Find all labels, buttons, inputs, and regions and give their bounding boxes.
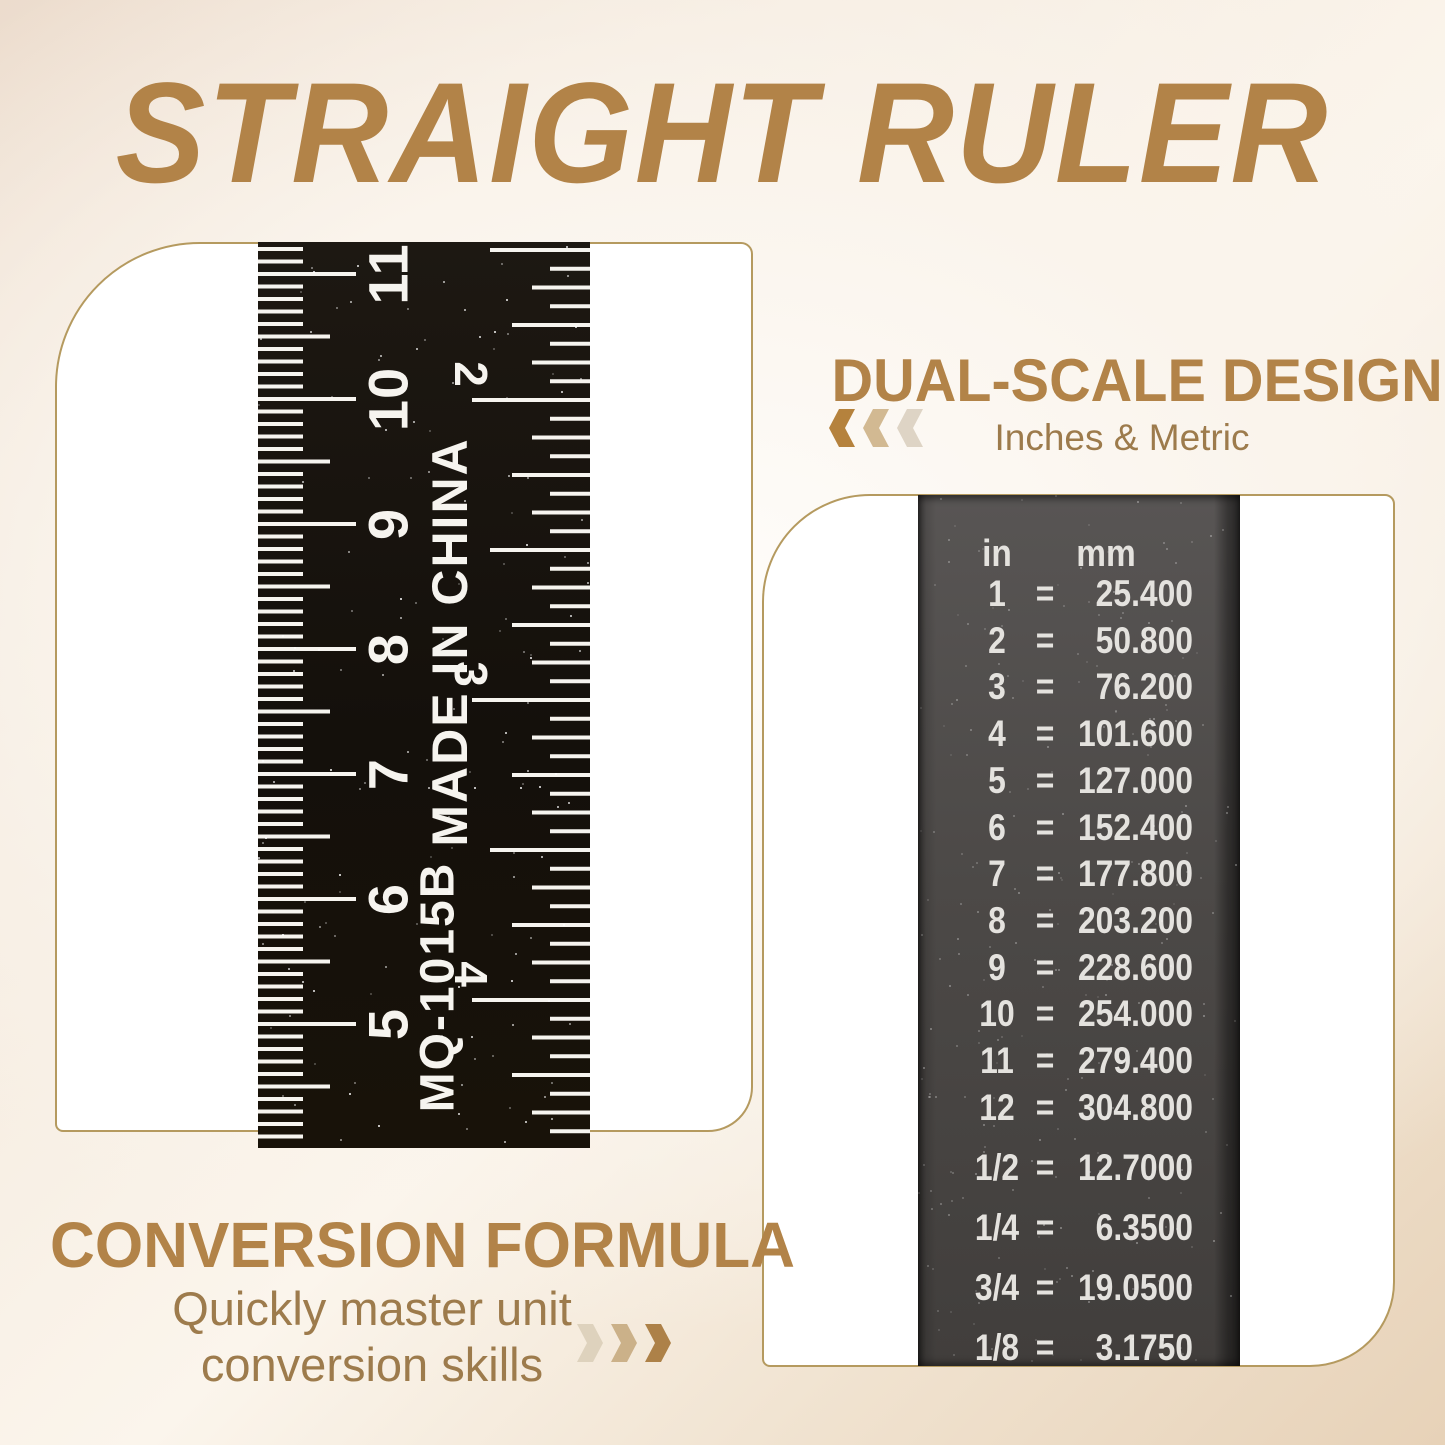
inch-value: 3 [988,666,1006,708]
mm-value: 101.600 [1077,713,1193,755]
inch-number: 3 [445,661,497,687]
inch-value: 11 [980,1040,1014,1081]
conversion-row: 1/2 = 12.7000 [918,1146,1240,1190]
chevron-shape [645,1324,671,1362]
chevron-shape [611,1324,637,1362]
cm-number: 10 [357,367,420,431]
chevron-shape [897,409,923,447]
equals-sign: = [1035,1040,1055,1081]
conversion-row: 1/8 = 3.1750 [918,1326,1240,1366]
inch-value: 8 [988,899,1006,941]
ruler-markings: 11 10 9 8 7 6 5 2 3 4 MADE IN CHINA MQ-1015B [258,243,590,1139]
mm-value: 12.7000 [1077,1147,1193,1188]
conversion-row: 12 = 304.800 [918,1086,1240,1130]
conversion-row: 4 = 101.600 [918,712,1240,756]
inch-value: 1 [988,573,1006,614]
mm-value: 6.3500 [1095,1207,1193,1248]
inch-value: 9 [988,946,1006,988]
inch-value: 5 [988,759,1006,801]
conversion-formula-subtitle-line1: Quickly master unit [172,1282,572,1335]
dual-scale-subtitle: Inches & Metric [994,417,1250,458]
equals-sign: = [1035,806,1055,848]
inch-value: 6 [988,806,1006,848]
conversion-row: 3 = 76.200 [918,665,1240,709]
equals-sign: = [1035,759,1055,801]
mm-value: 228.600 [1077,946,1193,988]
inch-value: 1/4 [974,1207,1020,1248]
cm-tick-marks [258,247,356,1139]
inch-number: 2 [445,361,497,387]
ruler-strip-photo: 11 10 9 8 7 6 5 2 3 4 MADE IN CHINA MQ-1015B [258,242,590,1148]
conversion-row: 7 = 177.800 [918,852,1240,896]
equals-sign: = [1035,993,1055,1035]
inch-number: 4 [445,961,497,987]
origin-text: MADE IN CHINA [422,437,478,846]
triple-chevron-left-icon [829,409,923,447]
page-title: STRAIGHT RULER [115,54,1330,213]
mm-value: 177.800 [1077,853,1193,895]
dual-scale-heading: DUAL-SCALE DESIGN [831,347,1443,414]
equals-sign: = [1035,1207,1055,1248]
conversion-row: 10 = 254.000 [918,992,1240,1036]
cm-number: 6 [357,883,420,915]
cm-number: 8 [357,633,420,665]
conversion-row: 11 = 279.400 [918,1039,1240,1083]
mm-value: 19.0500 [1077,1267,1193,1308]
mm-value: 25.400 [1095,573,1193,614]
conversion-row: 1 = 25.400 [918,572,1240,616]
equals-sign: = [1035,899,1055,941]
mm-value: 127.000 [1077,759,1193,801]
cm-number: 9 [357,508,420,540]
mm-value: 304.800 [1077,1086,1193,1128]
mm-value: 152.400 [1077,806,1193,848]
conversion-row: 9 = 228.600 [918,946,1240,990]
cm-number: 11 [357,243,420,304]
equals-sign: = [1035,1086,1055,1128]
mm-value: 50.800 [1095,619,1193,661]
equals-sign: = [1035,1327,1055,1366]
mm-value: 203.200 [1077,899,1193,941]
equals-sign: = [1035,1267,1055,1308]
equals-sign: = [1035,573,1055,614]
conversion-row: 3/4 = 19.0500 [918,1266,1240,1310]
chevron-shape [863,409,889,447]
table-header-mm: mm [1076,533,1136,575]
conversion-row: 6 = 152.400 [918,806,1240,850]
conversion-row: 1/4 = 6.3500 [918,1206,1240,1250]
cm-number: 7 [357,758,420,790]
equals-sign: = [1035,666,1055,708]
mm-value: 3.1750 [1095,1327,1193,1366]
conversion-formula-subtitle-line2: conversion skills [200,1338,544,1391]
inch-value: 4 [988,713,1006,755]
conversion-row: 8 = 203.200 [918,899,1240,943]
inch-value: 1/8 [974,1327,1020,1366]
mm-value: 76.200 [1095,666,1193,708]
equals-sign: = [1035,946,1055,988]
inch-value: 10 [979,993,1015,1035]
equals-sign: = [1035,853,1055,895]
mm-value: 254.000 [1077,993,1193,1035]
inch-value: 12 [979,1086,1015,1128]
conversion-formula-heading: CONVERSION FORMULA [50,1209,796,1281]
conversion-strip-photo: in mm 1 = 25.400 2 = 50.800 3 = 76.200 4 = 101.600 5… [918,495,1240,1366]
cm-number: 5 [357,1008,420,1040]
inch-value: 1/2 [974,1147,1020,1188]
photo-noise-texture [918,495,920,497]
chevron-shape [829,409,855,447]
mm-value: 279.400 [1077,1040,1193,1081]
table-header-inches: in [982,533,1012,575]
inch-value: 7 [988,853,1006,895]
inch-tick-marks [472,248,590,1134]
inch-value: 3/4 [974,1267,1020,1308]
model-number-text: MQ-1015B [412,862,465,1113]
conversion-row: 5 = 127.000 [918,759,1240,803]
equals-sign: = [1035,1147,1055,1188]
chevron-shape [577,1324,603,1362]
equals-sign: = [1035,619,1055,661]
triple-chevron-right-icon [577,1324,671,1362]
inch-value: 2 [988,619,1006,661]
conversion-row: 2 = 50.800 [918,619,1240,663]
equals-sign: = [1035,713,1055,755]
